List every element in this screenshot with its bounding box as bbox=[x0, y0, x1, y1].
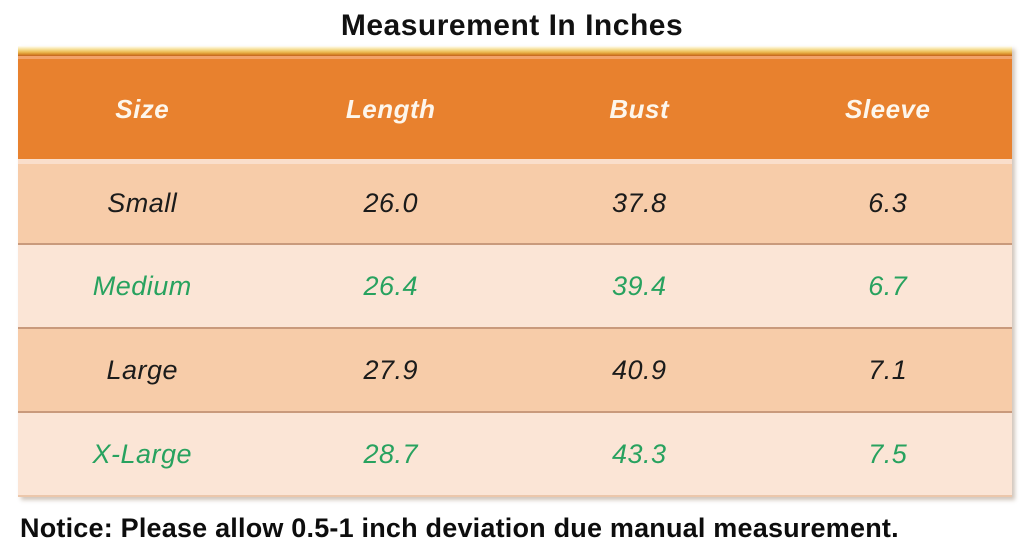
cell-bust-medium: 39.4 bbox=[611, 270, 667, 301]
table-top-gold-border bbox=[18, 46, 1012, 56]
cell-length-xlarge: 28.7 bbox=[363, 438, 419, 469]
cell-size-large: Large bbox=[106, 354, 179, 385]
cell-sleeve-large: 7.1 bbox=[868, 354, 908, 385]
cell-length-medium: 26.4 bbox=[363, 270, 419, 301]
column-header-sleeve: Sleeve bbox=[845, 93, 931, 124]
table-row-xlarge: X-Large 28.7 43.3 7.5 bbox=[18, 411, 1012, 497]
cell-size-xlarge: X-Large bbox=[92, 438, 193, 469]
measurement-table: Size Length Bust Sleeve Small 26.0 37.8 … bbox=[18, 46, 1012, 497]
table-row-medium: Medium 26.4 39.4 6.7 bbox=[18, 243, 1012, 327]
table-row-large: Large 27.9 40.9 7.1 bbox=[18, 327, 1012, 411]
cell-sleeve-medium: 6.7 bbox=[868, 270, 908, 301]
column-header-length: Length bbox=[345, 93, 436, 124]
column-header-size: Size bbox=[115, 93, 170, 124]
cell-bust-small: 37.8 bbox=[611, 188, 667, 218]
table-header-row: Size Length Bust Sleeve bbox=[18, 59, 1012, 159]
cell-sleeve-small: 6.3 bbox=[868, 188, 908, 218]
cell-bust-xlarge: 43.3 bbox=[611, 438, 667, 469]
cell-length-small: 26.0 bbox=[363, 188, 419, 218]
measurement-notice: Notice: Please allow 0.5-1 inch deviatio… bbox=[20, 513, 899, 543]
cell-size-medium: Medium bbox=[92, 270, 192, 301]
table-top-accent-line bbox=[18, 56, 1012, 59]
page-title: Measurement In Inches bbox=[340, 9, 684, 42]
cell-length-large: 27.9 bbox=[363, 354, 419, 385]
table-row-small: Small 26.0 37.8 6.3 bbox=[18, 159, 1012, 243]
cell-sleeve-xlarge: 7.5 bbox=[868, 438, 908, 469]
cell-bust-large: 40.9 bbox=[611, 354, 667, 385]
column-header-bust: Bust bbox=[609, 93, 670, 124]
cell-size-small: Small bbox=[107, 188, 178, 218]
